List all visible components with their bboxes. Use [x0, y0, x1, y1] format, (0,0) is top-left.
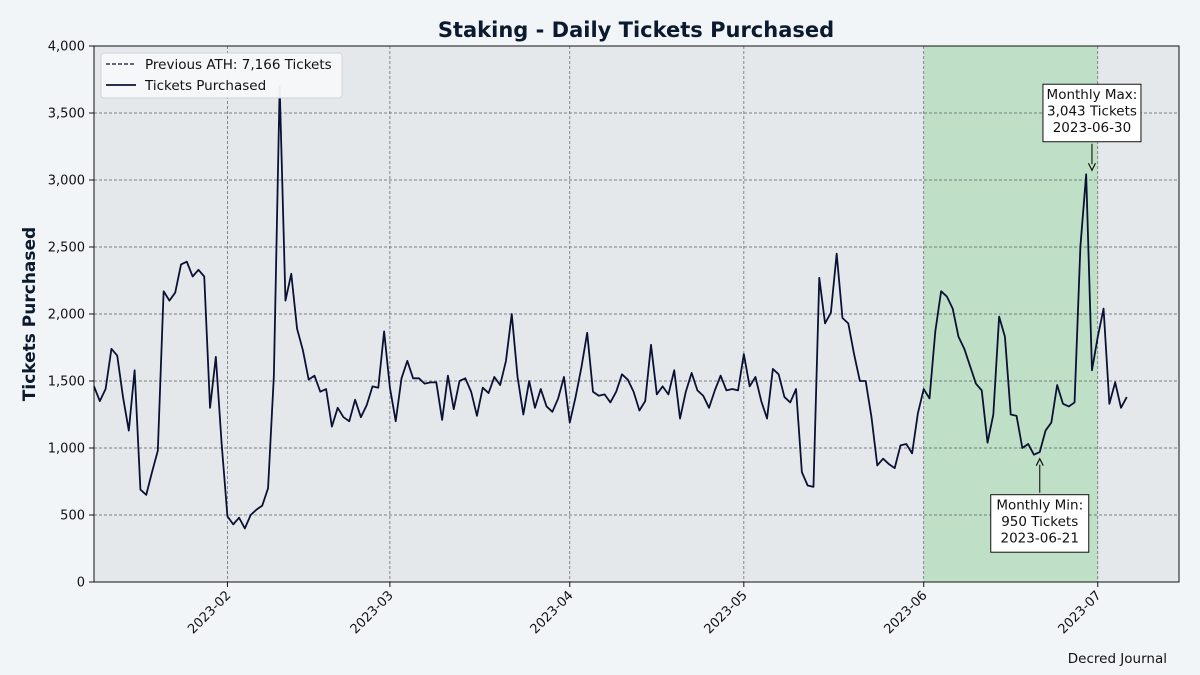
y-axis-label: Tickets Purchased	[20, 227, 40, 401]
y-tick-label: 4,000	[48, 40, 85, 55]
annotation-text: 2023-06-30	[1053, 120, 1131, 136]
annotation-text: 2023-06-21	[1001, 531, 1079, 547]
legend-label-tickets: Tickets Purchased	[144, 78, 266, 94]
tickets-purchased-line	[93, 85, 1128, 530]
annotation-arrow-head	[1035, 457, 1044, 466]
source-credit: Decred Journal	[1068, 651, 1167, 667]
axes-frame	[93, 45, 1180, 583]
annotation-box	[1042, 83, 1142, 143]
annotation-text: 3,043 Tickets	[1047, 104, 1137, 120]
y-tick-label: 2,500	[48, 241, 85, 256]
y-tick-label: 1,500	[48, 375, 85, 390]
annotation-text: 950 Tickets	[1001, 514, 1078, 530]
y-tick-label: 2,000	[48, 308, 85, 323]
y-tick-label: 500	[60, 509, 85, 524]
y-tick-label: 0	[77, 576, 85, 591]
annotation-text: Monthly Min:	[996, 498, 1083, 514]
plot-area: 0 500 1,000 1,500 2,000 2,500 3,000 3,500 4,000 2…	[48, 40, 1180, 637]
legend: Previous ATH: 7,166 Tickets Tickets Purch…	[100, 52, 343, 99]
y-tick-label: 3,000	[48, 174, 85, 189]
annotation-text: Monthly Max:	[1047, 87, 1138, 103]
annotation-arrow-head	[1087, 162, 1097, 172]
y-tick-label: 1,000	[48, 442, 85, 457]
chart-title: Staking - Daily Tickets Purchased	[438, 18, 834, 42]
legend-label-ath: Previous ATH: 7,166 Tickets	[145, 57, 332, 73]
legend-box	[100, 52, 343, 99]
y-tick-label: 3,500	[48, 107, 85, 122]
annotation-box	[990, 494, 1090, 553]
